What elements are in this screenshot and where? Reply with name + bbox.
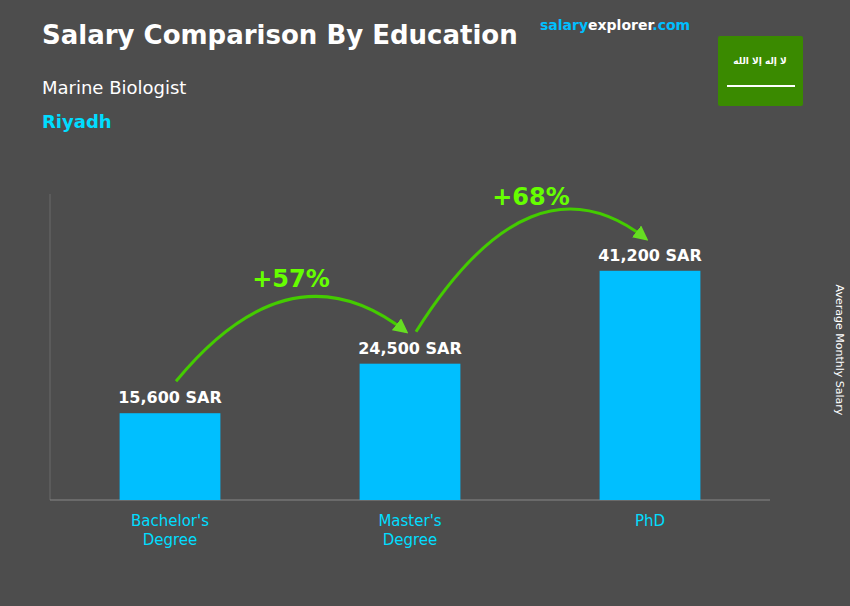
flag: لا إله إلا الله	[718, 36, 803, 106]
bar	[120, 413, 221, 500]
flag-background	[718, 36, 803, 106]
change-arrow	[416, 209, 646, 332]
watermark-part: explorer	[588, 17, 654, 33]
x-tick-label-line: PhD	[635, 512, 665, 530]
subtitle: Marine Biologist	[42, 77, 186, 98]
data-label: 41,200 SAR	[598, 246, 702, 265]
x-tick-label-line: Bachelor's	[131, 512, 209, 530]
subtitle: Riyadh	[42, 111, 112, 132]
data-label: 24,500 SAR	[358, 339, 462, 358]
change-label: +68%	[492, 183, 570, 211]
flag-sword	[727, 85, 795, 87]
bars	[120, 271, 701, 500]
flag-text: لا إله إلا الله	[733, 56, 786, 66]
change-label: +57%	[252, 265, 330, 293]
watermark-part: salary	[540, 17, 588, 33]
chart: Salary Comparison By Education Marine Bio…	[0, 0, 850, 606]
x-tick-label-line: Master's	[378, 512, 441, 530]
y-axis-label: Average Monthly Salary	[833, 285, 846, 416]
watermark: salaryexplorer.com	[540, 17, 690, 33]
x-tick-label: PhD	[635, 512, 665, 530]
x-tick-label-line: Degree	[143, 531, 198, 549]
x-tick-label: Master'sDegree	[378, 512, 441, 549]
bar	[360, 364, 461, 500]
watermark-part: .com	[652, 17, 690, 33]
background	[0, 0, 850, 606]
data-label: 15,600 SAR	[118, 388, 222, 407]
title: Salary Comparison By Education	[42, 20, 518, 50]
y-axis-line	[50, 194, 51, 500]
x-tick-label-line: Degree	[383, 531, 438, 549]
x-tick-label: Bachelor'sDegree	[131, 512, 209, 549]
bar	[600, 271, 701, 500]
change-arrow	[176, 296, 406, 381]
